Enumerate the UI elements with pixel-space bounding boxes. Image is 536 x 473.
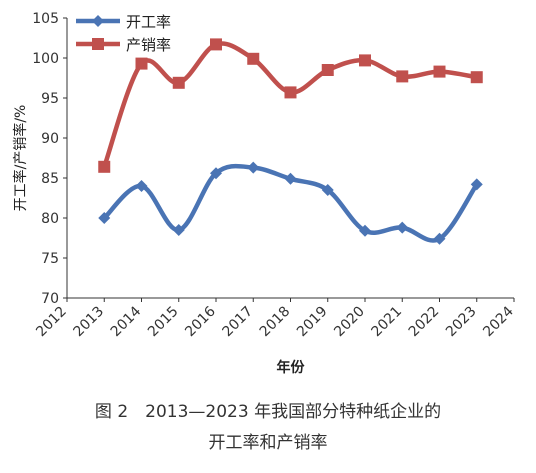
series-layer (98, 38, 483, 245)
y-tick-label: 75 (41, 251, 59, 267)
data-point (470, 178, 483, 191)
data-point (284, 86, 297, 99)
y-tick-label: 95 (41, 91, 59, 107)
x-tick-label: 2024 (480, 303, 517, 340)
x-tick-label: 2019 (294, 304, 331, 341)
legend-marker (92, 15, 104, 27)
series-1 (98, 161, 483, 245)
data-point (396, 70, 409, 83)
y-tick-label: 70 (41, 291, 59, 307)
x-tick-label: 2020 (331, 304, 368, 341)
data-point (247, 52, 260, 65)
series-line-2 (102, 41, 479, 170)
data-point (135, 57, 148, 70)
x-tick-label: 2023 (443, 304, 480, 341)
data-point (247, 161, 260, 174)
y-tick-label: 100 (32, 51, 59, 67)
x-tick-label: 2014 (108, 303, 145, 340)
legend-label: 产销率 (126, 36, 171, 54)
x-tick-label: 2015 (145, 304, 182, 341)
x-tick-label: 2017 (220, 304, 257, 341)
legend-label: 开工率 (126, 13, 171, 31)
y-tick-label: 85 (41, 171, 59, 187)
x-axis-label: 年份 (277, 359, 306, 376)
data-point (135, 180, 148, 192)
data-point (359, 224, 371, 237)
data-point (210, 167, 222, 180)
data-point (359, 54, 371, 67)
data-point (396, 221, 409, 234)
data-point (98, 212, 111, 224)
x-tick-label: 2018 (257, 304, 294, 341)
y-tick-label: 90 (41, 131, 59, 147)
data-point (210, 38, 222, 51)
data-point (321, 184, 334, 196)
x-tick-label: 2022 (406, 304, 443, 341)
x-tick-label: 2021 (369, 304, 406, 341)
data-point (321, 64, 334, 76)
x-tick-label: 2016 (182, 303, 219, 340)
data-point (433, 65, 446, 78)
y-tick-label: 105 (32, 11, 59, 27)
data-point (172, 224, 185, 236)
figure-caption-line-1: 图 2 2013—2023 年我国部分特种纸企业的 (94, 402, 442, 422)
data-point (172, 76, 185, 89)
legend-marker (92, 38, 104, 50)
data-point (433, 232, 446, 245)
data-point (470, 71, 483, 84)
x-tick-label: 2013 (71, 304, 108, 341)
figure-caption-line-2: 开工率和产销率 (208, 433, 328, 453)
y-tick-label: 80 (41, 211, 59, 227)
x-tick-label: 2012 (33, 304, 70, 341)
y-axis-label: 开工率/产销率/% (12, 105, 29, 212)
data-point (284, 172, 297, 185)
series-2 (98, 38, 483, 173)
data-point (98, 160, 111, 173)
